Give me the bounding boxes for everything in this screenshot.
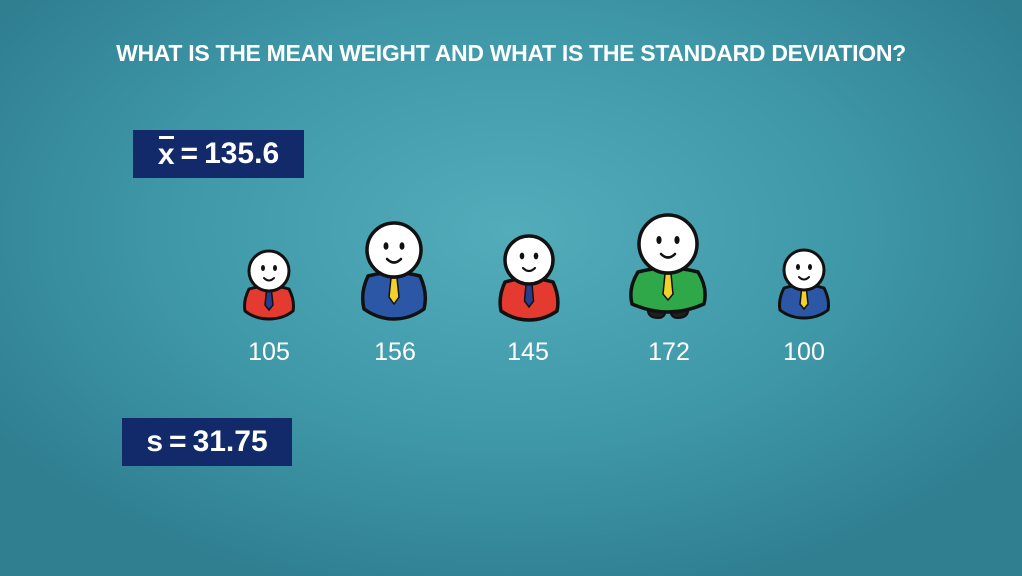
std-dev-value: 31.75 [192,425,268,458]
person-2-head [365,221,423,279]
person-5-smile [798,276,810,281]
person-5-right-eye [808,264,812,270]
person-4-head [637,213,699,275]
person-3-right-eye [533,252,539,260]
person-4-smile [659,252,677,259]
person-4-right-eye [674,236,680,244]
person-2-tie [388,277,400,306]
person-3-tie [523,283,535,309]
person-5-left-eye [796,264,800,270]
mean-box: x = 135.6 [133,130,304,178]
std-dev-symbol: s [146,425,164,458]
person-5-tie [799,289,809,311]
person-3-weight: 145 [507,338,549,366]
person-4-figure [629,213,707,320]
page-title: WHAT IS THE MEAN WEIGHT AND WHAT IS THE … [116,40,906,66]
person-2-weight: 156 [374,338,416,366]
person-1-head [247,249,291,293]
person-4-weight: 172 [648,338,690,366]
std-dev-box: s = 31.75 [122,418,292,466]
person-2-right-eye [399,242,405,250]
person-2-figure [360,221,428,321]
person-1-left-eye [261,265,265,271]
person-5-figure [778,248,830,320]
person-4-tie [662,273,674,302]
person-3-smile [521,266,537,273]
person-3-left-eye [519,252,525,260]
mean-equals: = [180,137,199,170]
person-2-left-eye [383,242,389,250]
person-3-figure [498,234,560,322]
person-1-tie [264,290,274,312]
person-5-head [782,248,826,292]
mean-symbol: x [157,136,175,171]
person-1-right-eye [273,265,277,271]
person-4-left-eye [656,236,662,244]
person-5-weight: 100 [783,338,825,366]
person-1-weight: 105 [248,338,290,366]
person-1-smile [263,277,275,282]
person-3-head [503,234,555,286]
std-dev-equals: = [169,425,187,458]
mean-value: 135.6 [204,137,280,170]
person-2-smile [385,257,403,264]
person-1-figure [243,249,295,321]
